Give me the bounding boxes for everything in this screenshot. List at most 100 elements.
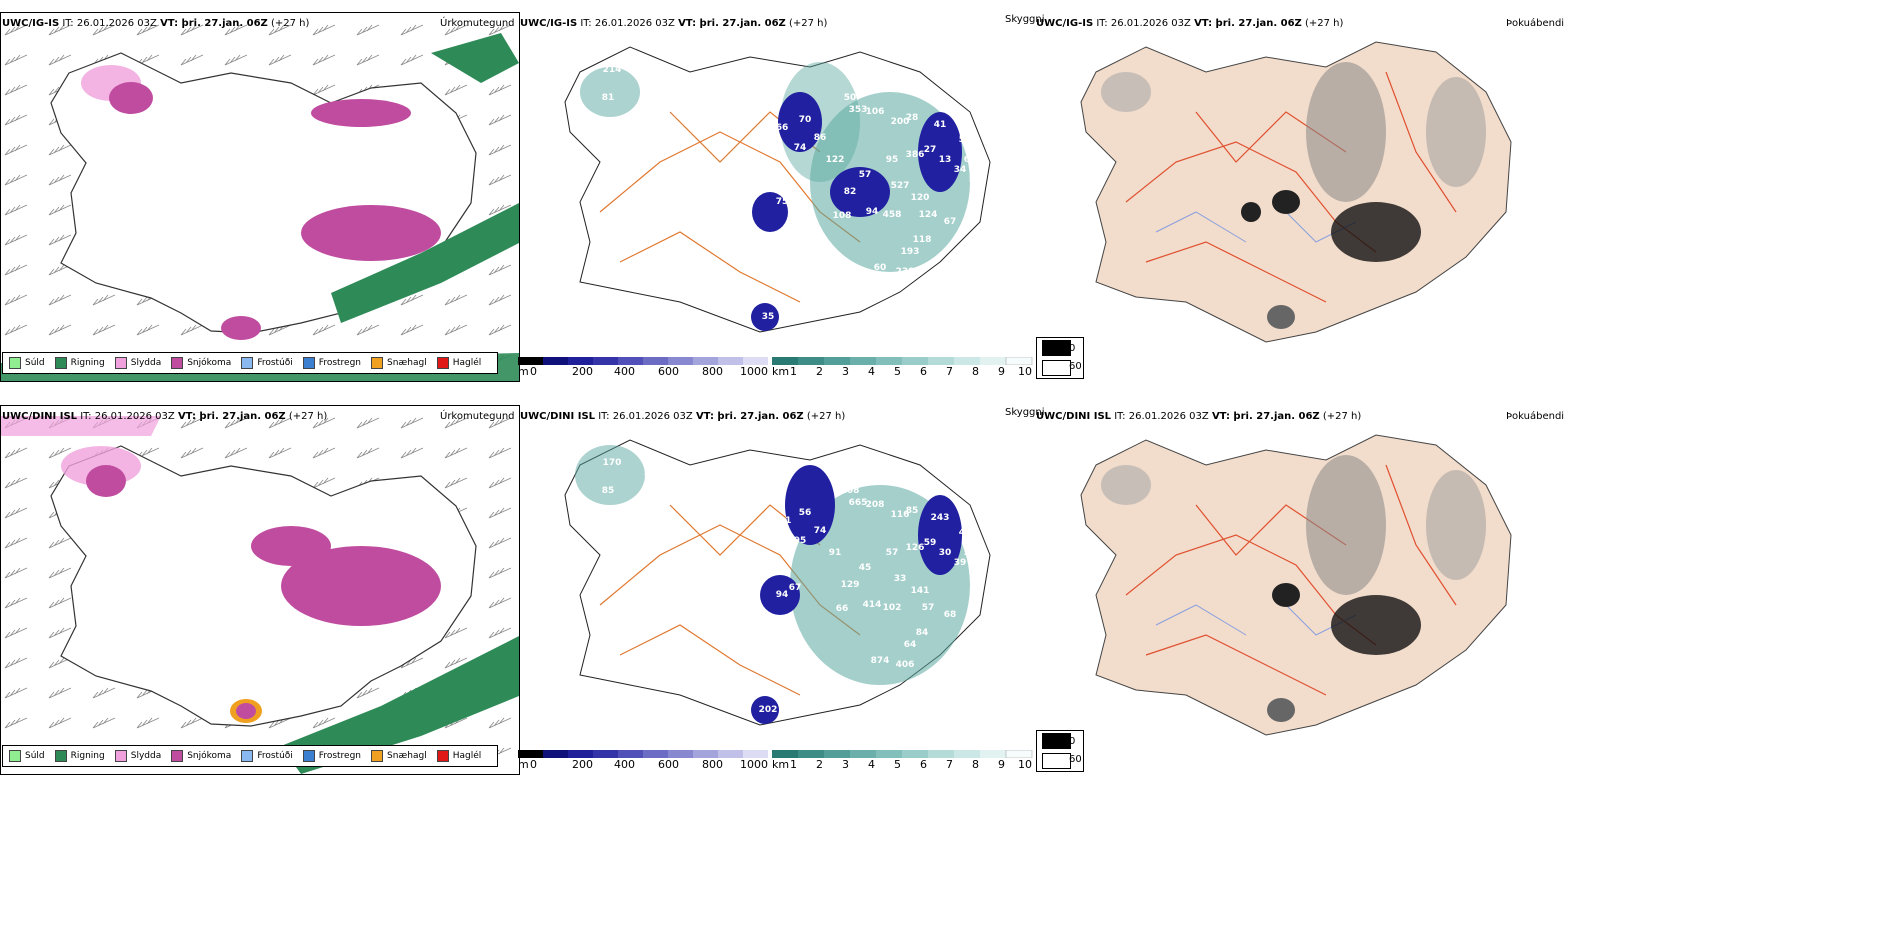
cloud-height-label: 84 (916, 628, 929, 638)
cloud-height-label: 40 (959, 528, 972, 538)
cloud-height-label: 238 (896, 267, 915, 277)
precip-legend-top: Súld Rigning Slydda Snjókoma Frostúði Fr… (2, 352, 499, 374)
km-colorbar-top: km 1 2 3 4 5 6 7 8 9 10 (772, 357, 1037, 381)
cloud-height-label: 101 (773, 516, 792, 526)
cloud-height-label: 243 (931, 513, 950, 523)
cloud-height-label: 106 (866, 107, 885, 117)
cloud-height-label: 95 (794, 536, 807, 546)
cloud-height-label: 122 (826, 155, 845, 165)
cloud-height-label: 30 (939, 548, 952, 558)
cloud-map-bottom: 170 52 85 101 56 74 95 91 45 57 129 94 67 66 414 102 141… (520, 405, 1035, 745)
cloud-height-label: 41 (934, 120, 947, 130)
cloud-height-label: 60 (874, 263, 887, 273)
cloud-title-top: UWC/IG-IS IT: 26.01.2026 03Z VT: þri. 27… (520, 18, 828, 29)
rain-area-southeast (331, 203, 519, 323)
cloud-height-label: 67 (944, 217, 957, 227)
cloud-height-label: 46 (969, 568, 982, 578)
cloud-height-label: 56 (889, 461, 902, 471)
cloud-height-label: 82 (844, 187, 857, 197)
low-cloud-base-5 (751, 303, 779, 331)
rain-area-northeast (431, 33, 519, 83)
precip-legend-bottom: Súld Rigning Slydda Snjókoma Frostúði Fr… (2, 745, 499, 767)
cloud-title-bottom: UWC/DINI ISL IT: 26.01.2026 03Z VT: þri.… (520, 411, 846, 422)
legend-item-frostregn: Frostregn (302, 357, 361, 369)
cloud-height-label: 202 (759, 705, 778, 715)
cloud-height-label: 124 (919, 210, 938, 220)
cloud-height-label: 208 (866, 500, 885, 510)
fog-map-svg-top (1080, 41, 1512, 343)
fog-type-label-bottom: Þokuábendi (1506, 411, 1565, 422)
precip-type-map-bottom (0, 405, 520, 775)
visibility-legend-bottom (1036, 730, 1084, 772)
cloud-height-label: 74 (814, 526, 827, 536)
cloud-height-label: 91 (829, 548, 842, 558)
cloud-height-label: 45 (859, 563, 872, 573)
cloud-height-label: 105 (641, 75, 660, 85)
cloud-height-label: 126 (906, 543, 925, 553)
cloud-height-label: 27 (924, 145, 937, 155)
legend-item-snaehagl: Snæhagl (371, 357, 427, 369)
cloud-height-label: 118 (913, 235, 932, 245)
cloud-height-label: 57 (922, 603, 935, 613)
cloud-height-label: 70 (799, 115, 812, 125)
cloud-height-label: 35 (762, 312, 775, 322)
fog-type-label-top: Þokuábendi (1506, 18, 1565, 29)
cloud-height-label: 50 (844, 93, 857, 103)
vis-white-value-top: 60 (1069, 361, 1082, 372)
cloud-height-label: 129 (886, 68, 905, 78)
cloud-height-label: 141 (911, 586, 930, 596)
cloud-height-label: 28 (906, 113, 919, 123)
low-cloud-base-2 (830, 167, 890, 217)
cloud-height-label: 102 (883, 603, 902, 613)
legend-item-sudl: Súld (9, 357, 45, 369)
visibility-legend-top (1036, 337, 1084, 379)
cloud-height-label: 34 (954, 165, 967, 175)
rain-area-south (281, 636, 519, 774)
cloud-height-label: 88 (866, 75, 879, 85)
legend-item-slydda: Slydda (114, 357, 161, 369)
precip-map-svg-bottom (1, 406, 519, 774)
height-colorbar-bottom: m 0 200 400 600 800 1000 (518, 750, 768, 774)
cloud-height-label: 94 (776, 590, 789, 600)
cloud-height-label: 81 (602, 93, 615, 103)
cloud-height-label: 414 (863, 600, 882, 610)
cloud-height-label: 93 (789, 190, 802, 200)
fog-map-top (1036, 12, 1554, 352)
cloud-height-label: 458 (883, 210, 902, 220)
snow-area-north (311, 99, 411, 127)
fog-roads-layer (1125, 71, 1457, 303)
cloud-height-label: 170 (603, 458, 622, 468)
legend-item-rigning: Rigning (54, 357, 105, 369)
cloud-height-label: 129 (841, 580, 860, 590)
cloud-height-label: 52 (644, 468, 657, 478)
snow-area-central (281, 546, 441, 626)
legend-item-frostudi: Frostúði (241, 357, 293, 369)
cloud-height-label: 95 (886, 155, 899, 165)
cloud-height-label: 57 (859, 170, 872, 180)
cloud-type-label-bottom: Skyggni (1005, 407, 1045, 418)
cloud-height-label: 67 (789, 583, 802, 593)
cloud-height-label: 86 (814, 133, 827, 143)
cloud-height-label: 68 (964, 155, 977, 165)
precip-map-svg-top (1, 13, 519, 381)
fog-title-top: UWC/IG-IS IT: 26.01.2026 03Z VT: þri. 27… (1036, 18, 1344, 29)
precip-title-top: UWC/IG-IS IT: 26.01.2026 03Z VT: þri. 27… (2, 18, 310, 29)
km-colorbar-bottom: km 1 2 3 4 5 6 7 8 9 10 (772, 750, 1037, 774)
vis-black-value-top: 0 (1069, 343, 1076, 354)
cloud-height-label: 406 (896, 660, 915, 670)
fog-title-bottom: UWC/DINI ISL IT: 26.01.2026 03Z VT: þri.… (1036, 411, 1362, 422)
cloud-height-label: 874 (871, 656, 890, 666)
cloud-height-label: 193 (901, 247, 920, 257)
fog-cluster-north (1306, 62, 1386, 202)
cloud-map-top: 214 105 81 66 70 86 74 122 57 95 82 75 93 108 94 458 120… (520, 12, 1035, 352)
cloud-type-label-top: Skyggni (1005, 14, 1045, 25)
low-cloud-base-4 (918, 112, 962, 192)
height-colorbar-svg (518, 357, 768, 365)
cloud-height-label: 116 (891, 510, 910, 520)
cloud-height-label: 94 (866, 207, 879, 217)
cloud-height-label: 156 (863, 468, 882, 478)
low-cloud-base-3 (752, 192, 788, 232)
